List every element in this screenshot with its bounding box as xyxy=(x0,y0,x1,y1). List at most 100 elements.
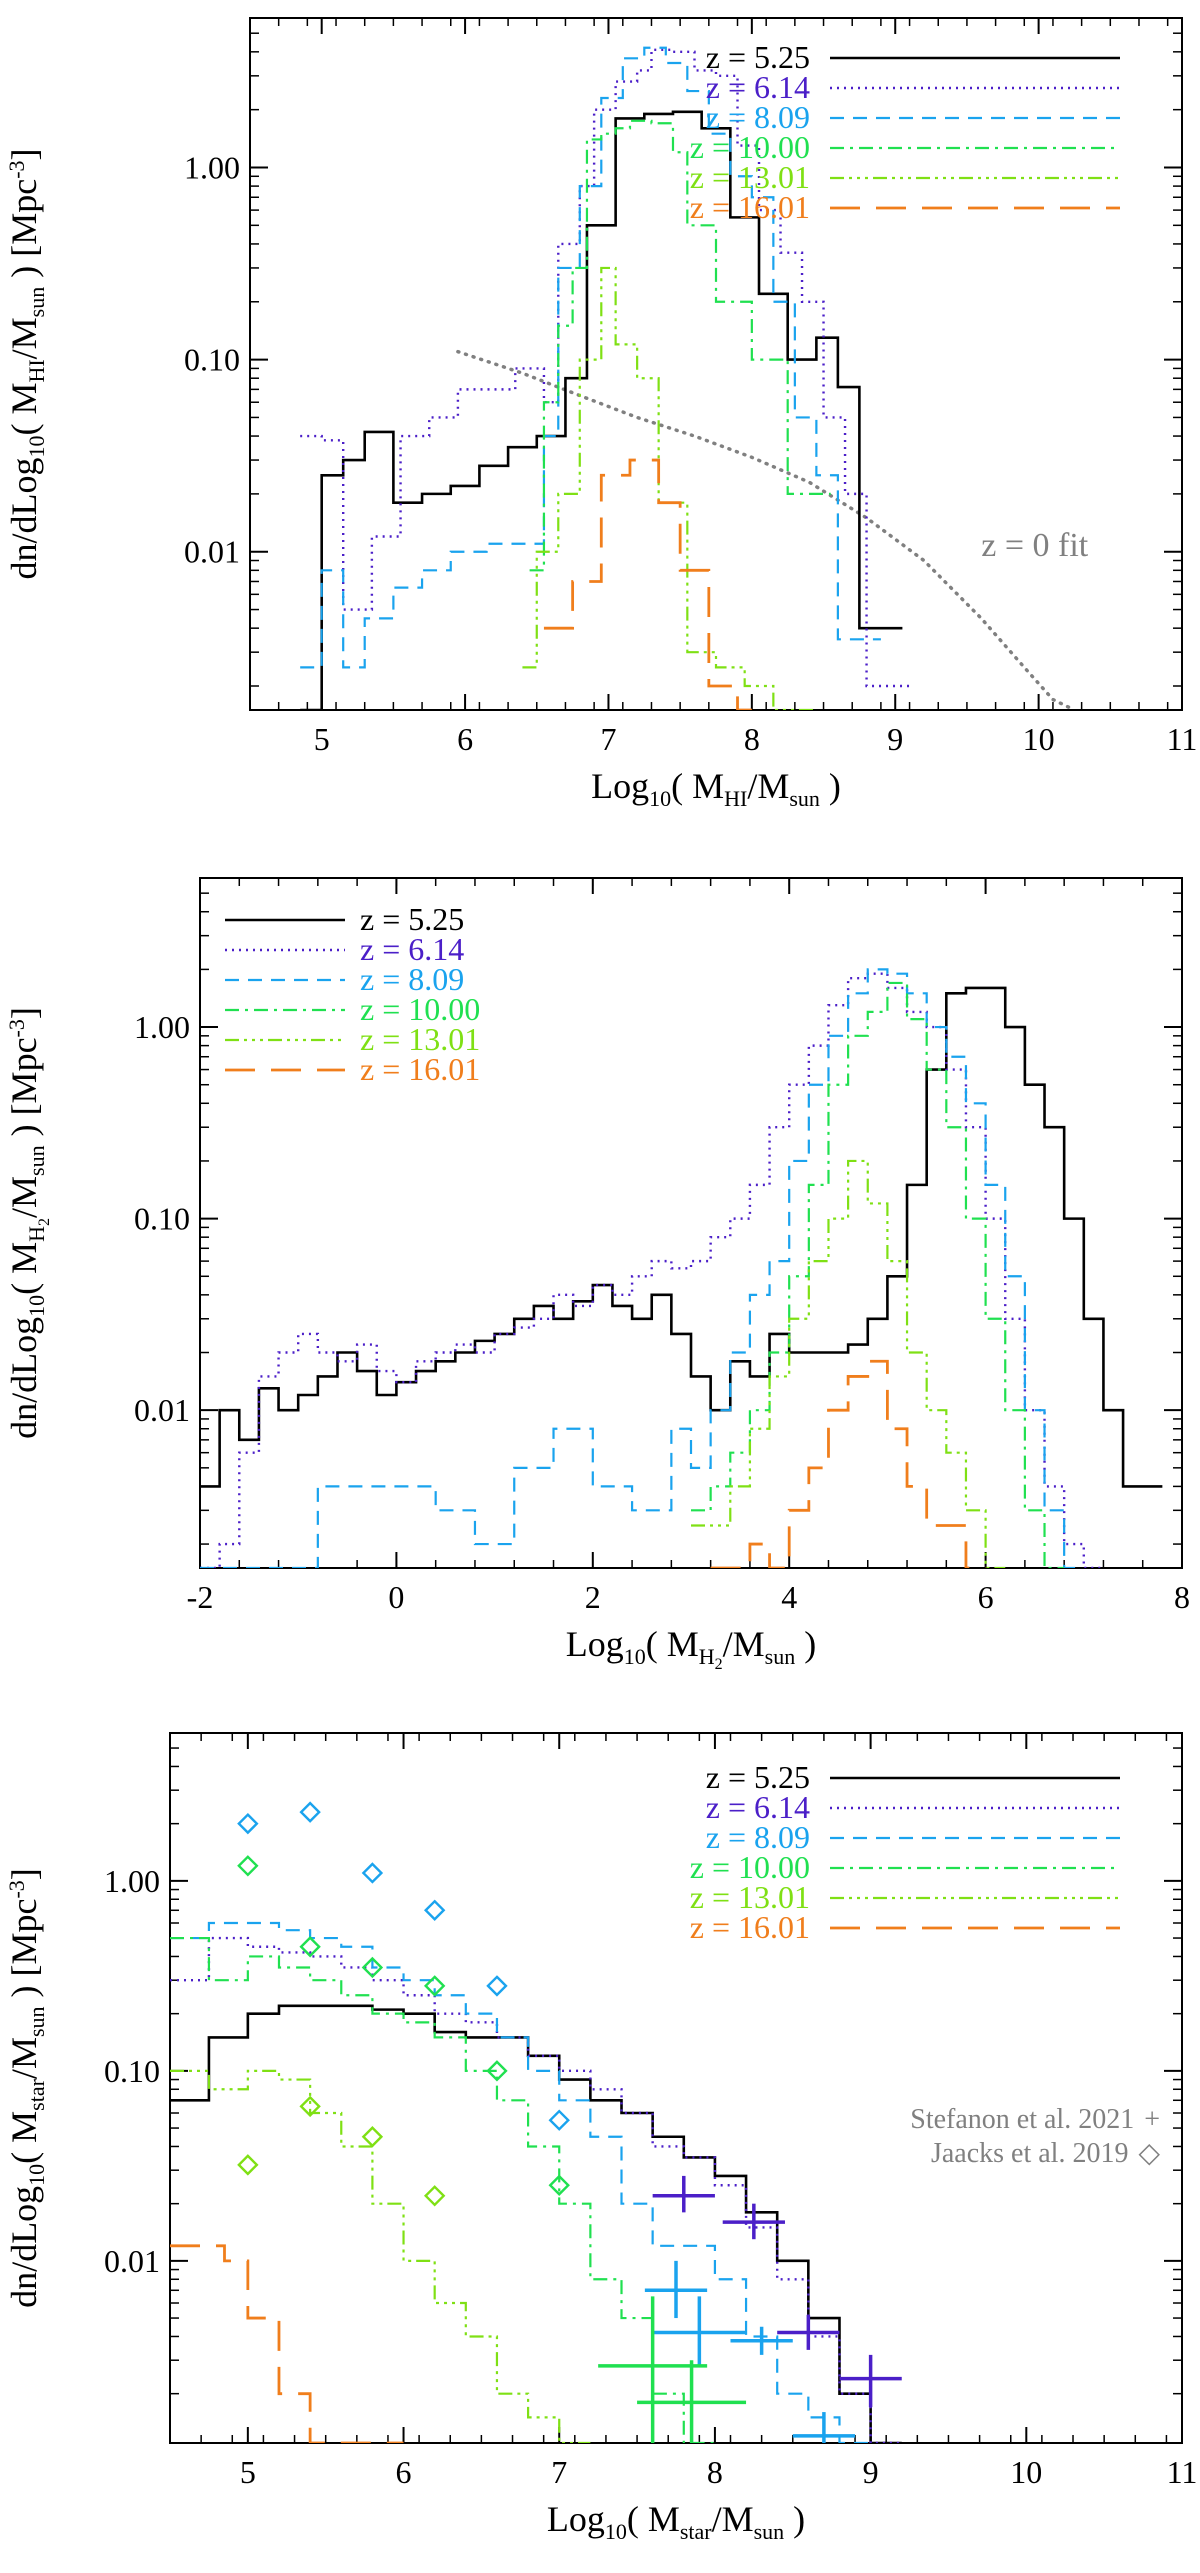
obs-legend-label: Jaacks et al. 2019 ◇ xyxy=(931,2138,1161,2169)
obs-diamond xyxy=(548,2109,570,2131)
series-line-5 xyxy=(170,2244,404,2443)
obs-diamond xyxy=(237,2154,259,2176)
label-part: ) [Mpc xyxy=(4,1899,44,2007)
y-tick-label: 0.01 xyxy=(134,1392,190,1428)
x-tick-label: 9 xyxy=(887,721,903,757)
series-line-4 xyxy=(522,266,817,710)
legend-label: z = 5.25 xyxy=(706,1759,810,1795)
label-part: ) xyxy=(795,1624,816,1664)
legend-label: z = 10.00 xyxy=(360,991,480,1027)
label-part: 10 xyxy=(605,2519,627,2544)
x-tick-label: -2 xyxy=(187,1579,214,1615)
series-line-2 xyxy=(300,46,881,669)
legend-label: z = 8.09 xyxy=(706,99,810,135)
legend: z = 5.25z = 6.14z = 8.09z = 10.00z = 13.… xyxy=(690,1759,1120,1945)
legend-label: z = 10.00 xyxy=(690,1849,810,1885)
label-part: dn/dLog xyxy=(4,458,44,580)
label-part: ] xyxy=(4,1868,44,1880)
legend-label: z = 13.01 xyxy=(690,159,810,195)
obs-diamond xyxy=(361,2126,384,2148)
legend-label: z = 6.14 xyxy=(706,69,810,105)
label-part: H xyxy=(699,1644,715,1669)
y-ticks: 0.01 0.10 1.00 xyxy=(184,17,1182,687)
series-line-2 xyxy=(170,1921,871,2443)
observation-legend: Stefanon et al. 2021 + Jaacks et al. 2019 ◇ xyxy=(910,2104,1160,2169)
y-tick-label: 0.10 xyxy=(134,1201,190,1237)
label-part: Jaacks et al. 2019 xyxy=(931,2138,1129,2169)
label-part: /M xyxy=(4,2037,44,2079)
label-part: 2 xyxy=(36,1218,53,1226)
x-tick-label: 8 xyxy=(744,721,760,757)
series-line-1 xyxy=(170,1936,902,2443)
x-tick-label: 11 xyxy=(1167,721,1198,757)
series-line-1 xyxy=(200,972,1104,1568)
label-part: ] xyxy=(4,1007,44,1019)
label-part: sun xyxy=(24,2006,49,2037)
x-tick-label: 8 xyxy=(1174,1579,1190,1615)
x-tick-label: 5 xyxy=(240,2454,256,2490)
label-part: ( M xyxy=(646,1624,699,1664)
series-line-4 xyxy=(691,1159,1006,1568)
series-line-5 xyxy=(543,458,752,710)
legend-label: z = 13.01 xyxy=(360,1021,480,1057)
label-part: HI xyxy=(24,359,49,382)
obs-diamond xyxy=(423,2185,446,2207)
series-line-4 xyxy=(170,2069,591,2443)
obs-legend-label: Stefanon et al. 2021 + xyxy=(910,2104,1160,2135)
y-axis-label: dn/dLog10( Mstar/Msun ) [Mpc-3] xyxy=(4,1868,49,2308)
label-part: sun xyxy=(789,786,820,811)
label-part: 10 xyxy=(649,786,671,811)
x-tick-label: 7 xyxy=(600,721,616,757)
obs-diamond xyxy=(486,2060,508,2082)
label-part: ( M xyxy=(627,2499,680,2539)
obs-diamond xyxy=(299,1936,321,1958)
x-tick-label: 4 xyxy=(781,1579,797,1615)
x-ticks: 5 6 7 8 9 10 11 xyxy=(169,1733,1197,2490)
legend-label: z = 16.01 xyxy=(690,1909,810,1945)
x-tick-label: 10 xyxy=(1023,721,1055,757)
y-ticks: 0.01 0.10 1.00 xyxy=(104,1732,1182,2395)
label-part: ] xyxy=(4,148,44,160)
fit-label: z = 0 fit xyxy=(981,527,1089,564)
x-axis-label: Log10( MHI/Msun ) xyxy=(591,766,841,811)
legend: z = 5.25z = 6.14z = 8.09z = 10.00z = 13.… xyxy=(690,39,1120,225)
label-part: 2 xyxy=(715,1656,723,1673)
obs-diamond xyxy=(237,1812,259,1835)
label-part: ( M xyxy=(671,766,724,806)
label-part: Log xyxy=(547,2499,605,2539)
label-part: ) [Mpc xyxy=(4,179,44,287)
label-part: HI xyxy=(724,786,747,811)
x-tick-label: 6 xyxy=(978,1579,994,1615)
y-tick-label: 0.01 xyxy=(104,2243,160,2279)
label-part: 10 xyxy=(24,1295,49,1317)
x-tick-label: 10 xyxy=(1010,2454,1042,2490)
label-part: ) xyxy=(784,2499,805,2539)
axes-frame xyxy=(169,1732,1183,2444)
label-part: sun xyxy=(765,1644,796,1669)
label-part: -3 xyxy=(4,160,29,178)
label-part: /M xyxy=(723,1624,765,1664)
label-part: 10 xyxy=(624,1644,646,1669)
series-line-1 xyxy=(300,48,910,688)
y-tick-label: 1.00 xyxy=(184,149,240,185)
y-tick-label: 1.00 xyxy=(104,1863,160,1899)
axes-frame xyxy=(249,17,1183,711)
legend-label: z = 10.00 xyxy=(690,129,810,165)
label-part: star xyxy=(680,2519,712,2544)
x-tick-label: 2 xyxy=(585,1579,601,1615)
legend-label: z = 5.25 xyxy=(360,901,464,937)
legend-label: z = 6.14 xyxy=(706,1789,810,1825)
label-part: H xyxy=(24,1226,49,1242)
series-line-3 xyxy=(529,119,831,572)
x-axis-label: Log10( MH2/Msun ) xyxy=(566,1624,816,1673)
axes-frame xyxy=(199,877,1183,1569)
x-tick-label: 7 xyxy=(551,2454,567,2490)
label-part: /M xyxy=(4,1176,44,1218)
obs-diamond xyxy=(299,2095,321,2118)
legend-label: z = 8.09 xyxy=(360,961,464,997)
label-part: sun xyxy=(24,287,49,318)
obs-diamond xyxy=(423,1975,446,1997)
legend-label: z = 6.14 xyxy=(360,931,464,967)
label-part: 10 xyxy=(24,436,49,458)
